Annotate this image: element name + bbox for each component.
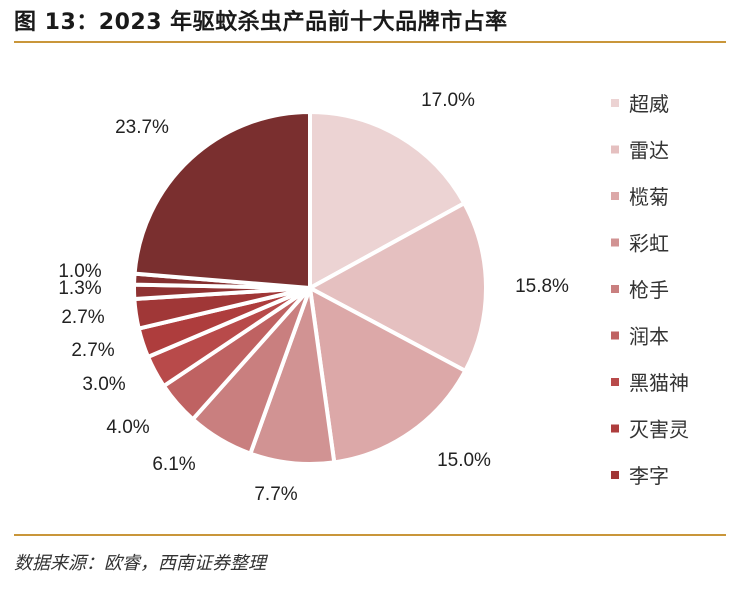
legend-label: 黑猫神 [629,371,689,395]
slice-label: 1.0% [58,261,101,282]
pie-slice-other-11 [132,110,312,290]
slice-label: 3.0% [82,374,125,395]
legend-label: 榄菊 [629,185,669,209]
source-note: 数据来源：欧睿，西南证券整理 [14,553,266,574]
pie-slice-超威 [308,110,467,290]
legend-swatch [611,471,619,479]
slice-label: 15.0% [437,450,491,471]
legend-label: 雷达 [629,139,669,163]
pie-chart: 17.0% 15.8% 15.0% 7.7% 6.1%4.0% 3.0% 2.7% 2.7% 1… [58,90,689,505]
legend-label: 灭害灵 [629,418,689,442]
slice-label: 7.7% [254,484,297,505]
bottom-divider [14,534,726,536]
legend-swatch [611,192,619,200]
legend-swatch [611,285,619,293]
chart-title: 图 13：2023 年驱蚊杀虫产品前十大品牌市占率 [14,10,508,35]
legend-swatch [611,378,619,386]
slice-label: 23.7% [115,117,169,138]
legend-swatch [611,424,619,433]
legend-label: 超威 [629,92,669,116]
legend-label: 李字 [629,464,669,488]
slice-label: 2.7% [61,307,104,328]
legend-swatch [611,331,619,340]
pie-slice-榄菊 [308,286,468,465]
legend-swatch [611,99,619,107]
pie-slice-雷达 [308,201,488,373]
legend-swatch [611,238,619,247]
slice-label: 17.0% [421,90,475,111]
slice-label: 6.1% [152,454,195,475]
slice-label: 2.7% [71,340,114,361]
legend-label: 枪手 [629,278,669,302]
slice-labels: 17.0% 15.8% 15.0% 7.7% 6.1%4.0% 3.0% 2.7% 2.7% 1… [58,90,569,505]
slice-label: 15.8% [515,276,569,297]
pie-slices [132,110,488,466]
legend-label: 润本 [629,325,669,349]
slice-label: 4.0% [106,417,149,438]
legend-swatch [611,145,619,154]
top-divider [14,41,726,43]
slice-label: 1.3% [58,278,101,299]
legend-label: 彩虹 [629,232,669,256]
